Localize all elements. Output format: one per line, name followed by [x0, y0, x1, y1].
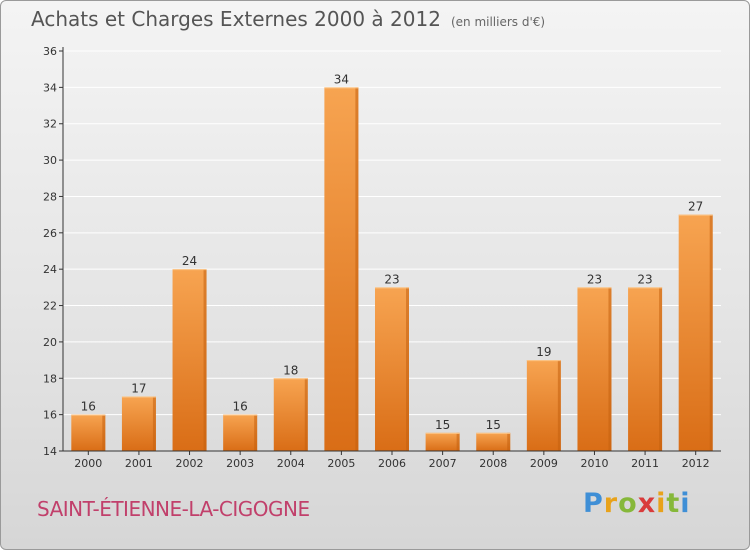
data-label: 15	[435, 418, 450, 432]
x-tick-label: 2005	[327, 457, 355, 470]
logo-letter: i	[680, 488, 691, 519]
data-label: 27	[688, 200, 703, 214]
data-label: 34	[334, 72, 349, 86]
logo-letter: x	[637, 488, 657, 519]
bar-shade	[608, 287, 612, 451]
data-label: 19	[536, 345, 551, 359]
x-tick-label: 2008	[479, 457, 507, 470]
commune-name: SAINT-ÉTIENNE-LA-CIGOGNE	[37, 497, 310, 521]
x-tick-label: 2002	[176, 457, 204, 470]
bar-shade	[254, 414, 258, 451]
bar-shade	[406, 287, 409, 451]
bar-2008	[476, 432, 511, 451]
bar-shade	[456, 432, 460, 451]
logo-letter: r	[603, 488, 619, 519]
bar-2012	[678, 214, 713, 451]
data-label: 23	[637, 272, 652, 286]
bar-shade	[203, 269, 207, 451]
bar-2010	[577, 287, 612, 451]
x-tick-label: 2004	[277, 457, 305, 470]
x-tick-label: 2010	[580, 457, 608, 470]
bar-shade	[355, 87, 359, 451]
data-label: 15	[486, 418, 501, 432]
y-tick-label: 32	[43, 118, 57, 131]
y-tick-label: 30	[43, 154, 57, 167]
chart-title-text: Achats et Charges Externes 2000 à 2012	[31, 7, 441, 31]
bar-2003	[223, 414, 258, 451]
data-label: 18	[283, 363, 298, 377]
y-tick-label: 20	[43, 336, 57, 349]
axes: 14 16 18 20 22 24 26 28 30 32 34 36 2000 2001 2002 2003…	[43, 45, 721, 470]
x-tick-label: 2012	[682, 457, 710, 470]
x-tick-label: 2011	[631, 457, 659, 470]
bar-2002	[172, 269, 207, 451]
bar-shade	[152, 396, 156, 451]
bar-shade	[102, 414, 106, 451]
logo-letter: P	[583, 488, 604, 519]
bars: 16 17 24 16 18 34 23 15 15 19 23 23 27	[71, 72, 713, 451]
y-tick-label: 26	[43, 227, 57, 240]
chart-title: Achats et Charges Externes 2000 à 2012 (e…	[31, 7, 545, 31]
bar-shade	[304, 378, 308, 451]
data-label: 17	[131, 381, 146, 395]
y-tick-label: 18	[43, 372, 57, 385]
x-tick-label: 2007	[429, 457, 457, 470]
y-tick-label: 28	[43, 190, 57, 203]
y-tick-label: 34	[43, 81, 57, 94]
bar-shade	[709, 214, 713, 451]
bar-2009	[526, 360, 561, 451]
bar-2006	[375, 287, 409, 451]
bar-2011	[628, 287, 663, 451]
x-tick-label: 2006	[378, 457, 406, 470]
bar-2007	[425, 432, 460, 451]
y-tick-label: 14	[43, 445, 57, 458]
bar-shade	[507, 432, 511, 451]
y-tick-label: 16	[43, 409, 57, 422]
y-tick-label: 36	[43, 45, 57, 58]
logo-letter: o	[618, 488, 638, 519]
bar-2005	[324, 87, 359, 451]
y-tick-label: 24	[43, 263, 57, 276]
y-tick-label: 22	[43, 300, 57, 313]
logo-letter: t	[666, 488, 681, 519]
logo-letter: i	[656, 488, 667, 519]
bar-2001	[121, 396, 156, 451]
data-label: 23	[384, 272, 399, 286]
chart-subtitle: (en milliers d'€)	[450, 15, 546, 29]
x-tick-label: 2009	[530, 457, 558, 470]
data-label: 16	[233, 400, 248, 414]
x-tick-label: 2003	[226, 457, 254, 470]
x-tick-label: 2001	[125, 457, 153, 470]
x-tick-label: 2000	[74, 457, 102, 470]
bar-shade	[557, 360, 561, 451]
bar-shade	[659, 287, 663, 451]
data-label: 24	[182, 254, 197, 268]
data-label: 16	[81, 400, 96, 414]
bar-2000	[71, 414, 106, 451]
bar-2004	[273, 378, 308, 451]
proxiti-logo: Proxiti	[583, 488, 691, 519]
data-label: 23	[587, 272, 602, 286]
